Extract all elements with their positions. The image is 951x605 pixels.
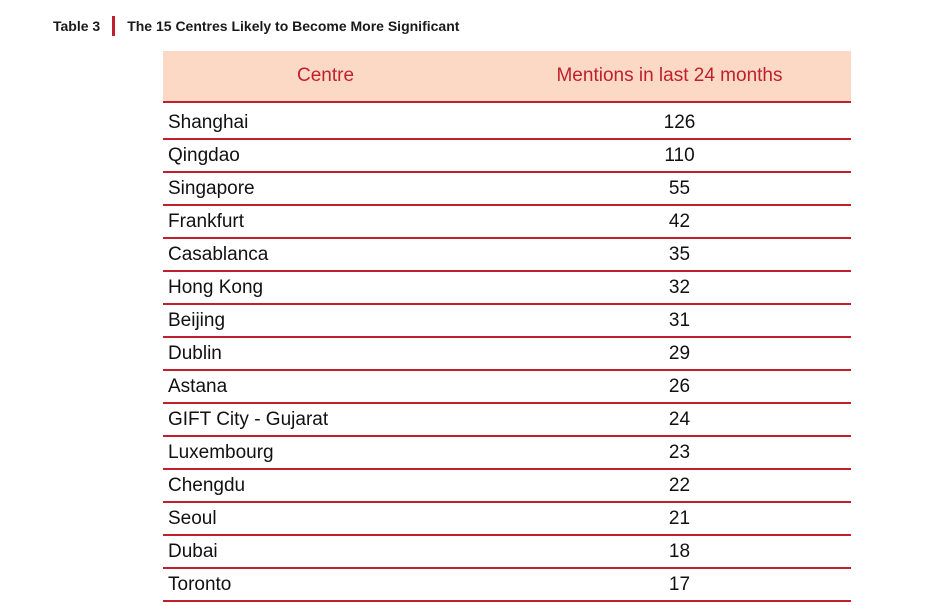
- centre-cell: Chengdu: [168, 474, 246, 496]
- table-row: Qingdao 110: [163, 140, 851, 173]
- centre-cell: Beijing: [168, 309, 226, 331]
- mentions-cell: 22: [668, 474, 691, 496]
- table-title: The 15 Centres Likely to Become More Sig…: [127, 18, 460, 34]
- table-row: Shanghai 126: [163, 107, 851, 140]
- mentions-cell: 32: [668, 276, 691, 298]
- table-number: Table 3: [53, 18, 101, 34]
- table-row: GIFT City - Gujarat 24: [163, 404, 851, 437]
- table-caption: Table 3 The 15 Centres Likely to Become …: [53, 14, 459, 38]
- mentions-cell: 26: [668, 375, 691, 397]
- centres-table: Centre Mentions in last 24 months Shangh…: [163, 51, 851, 602]
- centre-cell: Seoul: [168, 507, 217, 529]
- centre-cell: Dubai: [168, 540, 218, 562]
- table-row: Luxembourg 23: [163, 437, 851, 470]
- table-row: Singapore 55: [163, 173, 851, 206]
- table-header: Centre Mentions in last 24 months: [163, 51, 851, 103]
- centre-cell: Astana: [168, 375, 228, 397]
- centre-cell: Hong Kong: [168, 276, 264, 298]
- mentions-cell: 35: [668, 243, 691, 265]
- table-row: Dubai 18: [163, 536, 851, 569]
- mentions-cell: 29: [668, 342, 691, 364]
- column-header-centre: Centre: [296, 65, 355, 86]
- mentions-cell: 42: [668, 210, 691, 232]
- table-row: Frankfurt 42: [163, 206, 851, 239]
- table-row: Casablanca 35: [163, 239, 851, 272]
- centre-cell: Casablanca: [168, 243, 269, 265]
- table-row: Chengdu 22: [163, 470, 851, 503]
- mentions-cell: 126: [663, 111, 696, 133]
- centre-cell: Frankfurt: [168, 210, 245, 232]
- centre-cell: GIFT City - Gujarat: [168, 408, 329, 430]
- column-header-mentions: Mentions in last 24 months: [556, 65, 783, 86]
- centre-cell: Toronto: [168, 573, 232, 595]
- centre-cell: Qingdao: [168, 144, 240, 166]
- table-row: Dublin 29: [163, 338, 851, 371]
- table-row: Astana 26: [163, 371, 851, 404]
- mentions-cell: 55: [668, 177, 691, 199]
- mentions-cell: 24: [668, 408, 691, 430]
- table-row: Beijing 31: [163, 305, 851, 338]
- mentions-cell: 17: [668, 573, 691, 595]
- caption-separator: [112, 16, 116, 36]
- mentions-cell: 18: [668, 540, 691, 562]
- table-row: Hong Kong 32: [163, 272, 851, 305]
- centre-cell: Dublin: [168, 342, 222, 364]
- mentions-cell: 23: [668, 441, 691, 463]
- mentions-cell: 21: [668, 507, 691, 529]
- centre-cell: Singapore: [168, 177, 255, 199]
- table-row: Seoul 21: [163, 503, 851, 536]
- table-row: Toronto 17: [163, 569, 851, 602]
- centre-cell: Luxembourg: [168, 441, 274, 463]
- mentions-cell: 110: [664, 144, 695, 166]
- mentions-cell: 31: [668, 309, 691, 331]
- table-body: Shanghai 126 Qingdao 110 Singapore 55 Frankfur…: [163, 107, 851, 602]
- centre-cell: Shanghai: [168, 111, 249, 133]
